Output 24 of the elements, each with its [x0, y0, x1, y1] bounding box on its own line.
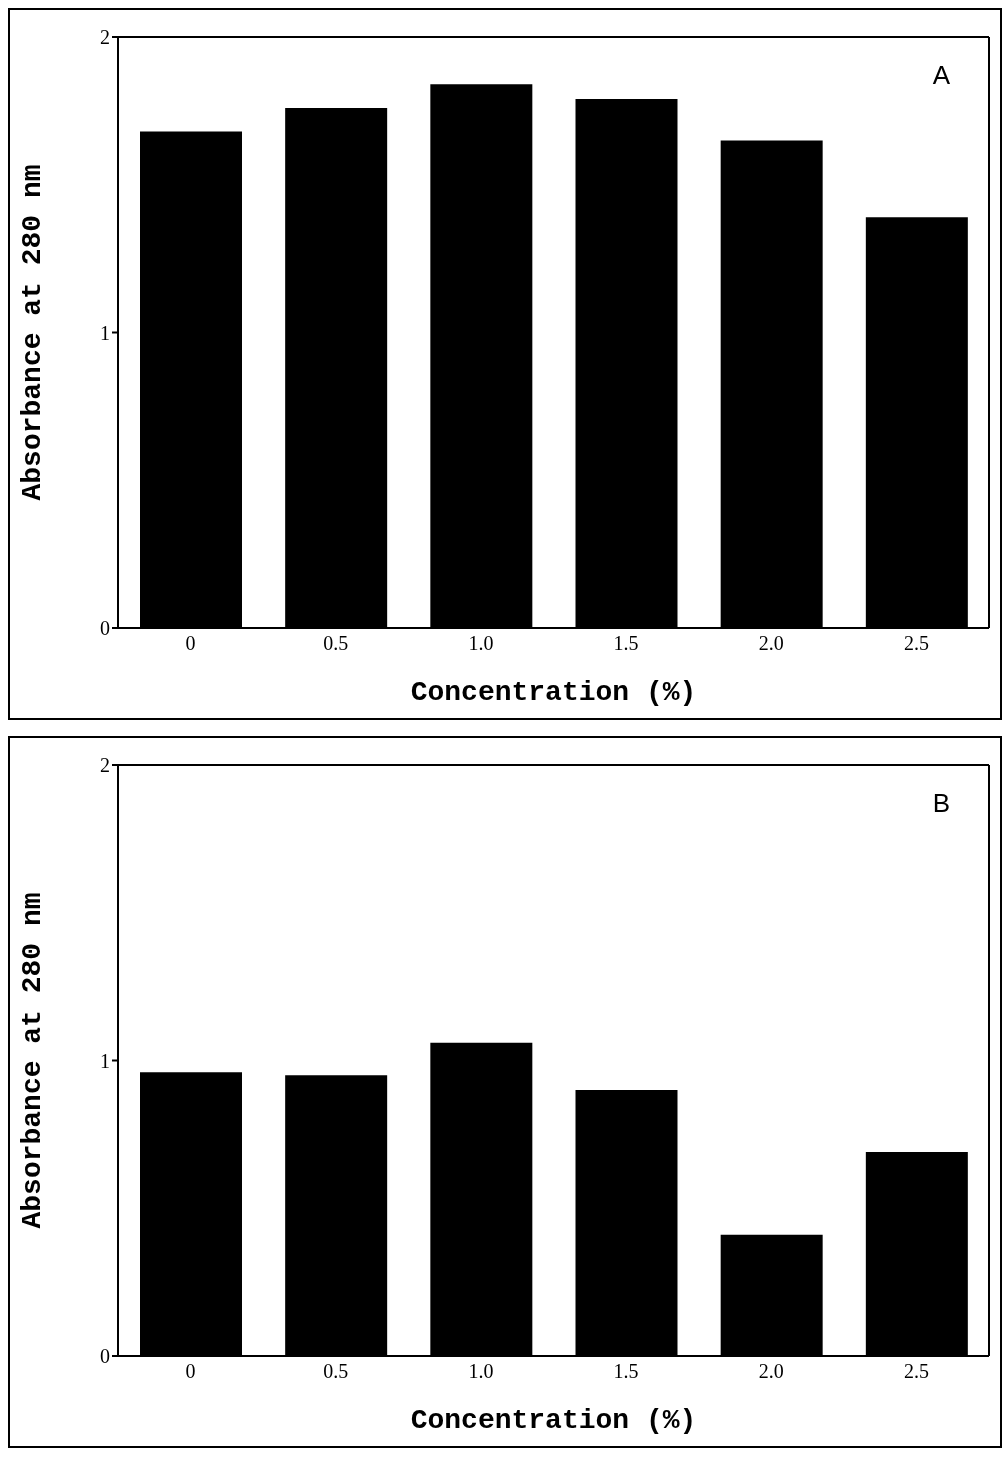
x-axis-title: Concentration (%) — [410, 1405, 697, 1436]
y-tick-label: 2 — [100, 26, 110, 49]
x-tick-label: 2.5 — [903, 1360, 929, 1383]
y-tick-label: 1 — [100, 1049, 110, 1072]
y-axis-title: Absorbance at 280 nm — [16, 892, 48, 1229]
x-tick-label: 0 — [185, 632, 196, 655]
x-tick-label: 0.5 — [323, 632, 349, 655]
x-tick-label: 1.0 — [468, 632, 494, 655]
annotation: A — [932, 60, 950, 91]
y-tick-label: 0 — [100, 1345, 110, 1368]
x-tick-label: 2.0 — [758, 632, 784, 655]
y-axis-title: Absorbance at 280 nm — [16, 164, 48, 501]
x-tick-label: 0 — [185, 1360, 196, 1383]
annotation: B — [932, 788, 950, 819]
x-tick-label: 2.5 — [903, 632, 929, 655]
x-axis-title: Concentration (%) — [410, 677, 697, 708]
x-tick-label: 1.5 — [613, 632, 639, 655]
x-tick-label: 1.5 — [613, 1360, 639, 1383]
x-tick-label: 0.5 — [323, 1360, 349, 1383]
y-tick-label: 2 — [100, 754, 110, 777]
y-tick-label: 1 — [100, 321, 110, 344]
x-tick-label: 1.0 — [468, 1360, 494, 1383]
y-tick-label: 0 — [100, 617, 110, 640]
x-tick-label: 2.0 — [758, 1360, 784, 1383]
